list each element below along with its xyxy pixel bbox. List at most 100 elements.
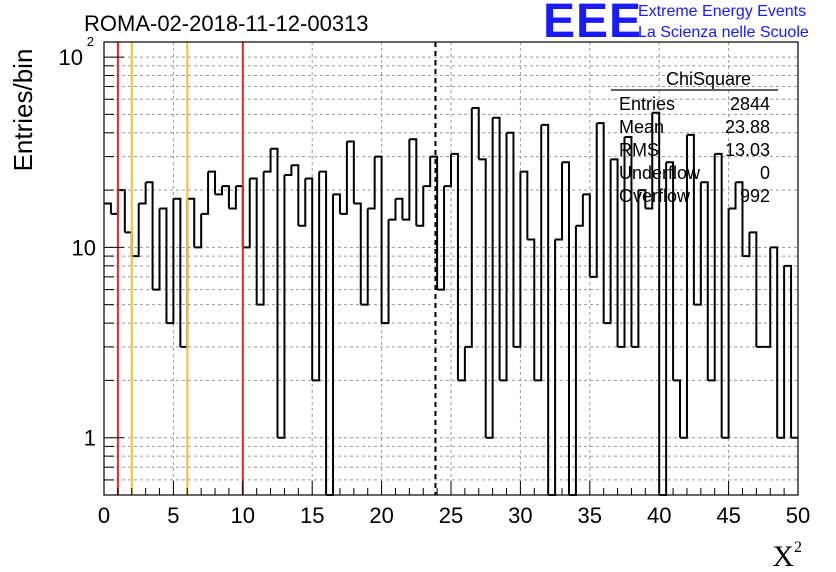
histogram-bin [624, 136, 633, 347]
histogram-bin [770, 246, 779, 438]
histogram-bin [395, 197, 404, 220]
stats-title: ChiSquare [666, 69, 751, 89]
histogram-bin [659, 162, 668, 496]
x-tick-label: 15 [300, 503, 324, 528]
histogram-bin [610, 158, 619, 347]
x-tick-label: 45 [716, 503, 740, 528]
histogram-bin [735, 181, 744, 257]
histogram-bin [291, 164, 300, 226]
histogram-bin [131, 203, 140, 258]
histogram-bin [339, 141, 348, 215]
histogram-bin [187, 197, 196, 248]
histogram-bin [173, 197, 182, 347]
histogram-bin [451, 152, 459, 381]
histogram-bin [589, 123, 598, 278]
x-tick-label: 30 [508, 503, 532, 528]
histogram-bin [326, 194, 335, 496]
histogram-bin [333, 193, 341, 214]
histogram-bin [381, 219, 390, 325]
histogram-bin [346, 140, 355, 204]
histogram-bin [228, 186, 237, 210]
histogram-bin [409, 138, 418, 226]
histogram-bin [603, 159, 612, 325]
x-tick-label: 10 [231, 503, 255, 528]
histogram-bin [215, 186, 223, 196]
histogram-bin [110, 190, 119, 215]
logo-line-extreme-energy-events: Extreme Energy Events [638, 3, 807, 20]
grid-lines [104, 42, 798, 495]
histogram-bin [596, 122, 605, 324]
histogram-bin [680, 134, 688, 439]
histogram-bin [145, 181, 154, 290]
histogram-bin [520, 170, 529, 240]
histogram-bin [416, 186, 425, 227]
histogram-bin [631, 190, 640, 348]
histogram-bin [256, 171, 265, 306]
histogram-bin [444, 153, 452, 188]
stats-value: 992 [740, 186, 770, 206]
y-tick-label: 1 [84, 426, 96, 451]
histogram-bin [527, 238, 536, 381]
stats-label: Overflow [619, 186, 691, 206]
histogram-bin [763, 247, 772, 348]
stats-label: Mean [619, 117, 664, 137]
histogram-bin [117, 189, 126, 233]
x-tick-label: 0 [98, 503, 110, 528]
histogram-bin [319, 170, 328, 495]
y-axis-label: Entries/bin [8, 49, 38, 172]
histogram-bin [367, 156, 376, 210]
histogram-bin [180, 198, 189, 348]
x-tick-label: 5 [167, 503, 179, 528]
histogram-bin [499, 132, 508, 382]
histogram-bin [374, 155, 383, 324]
histogram-bin [575, 194, 584, 227]
histogram-bin [541, 123, 550, 495]
histogram-bin [201, 171, 210, 215]
histogram-bin [784, 264, 793, 438]
histogram-bin [742, 232, 751, 258]
histogram-bin [513, 171, 522, 348]
histogram-bin [673, 379, 682, 438]
histogram-bin [728, 182, 737, 210]
stats-box: ChiSquare Entries 2844 Mean 23.88 RMS 13.03 Und… [611, 69, 778, 206]
histogram-bin [423, 156, 432, 188]
histogram-bin [638, 189, 647, 209]
histogram-bin [548, 239, 557, 496]
histogram-bin [645, 112, 654, 210]
histogram-bin [693, 182, 702, 306]
histogram-bin [562, 161, 570, 495]
y-tick-label-superscript: 2 [87, 34, 94, 49]
histogram-bin [437, 186, 446, 291]
histogram-bin [152, 208, 161, 291]
histogram-bin [582, 193, 591, 277]
histogram-bin [194, 213, 203, 249]
x-axis-label-superscript: 2 [794, 539, 802, 556]
x-tick-label: 25 [439, 503, 463, 528]
histogram-bin [353, 202, 362, 305]
stats-value: 2844 [730, 94, 770, 114]
histogram-bin [242, 178, 251, 249]
histogram-bin [617, 137, 626, 348]
histogram-bin [707, 153, 716, 382]
histogram-bin [221, 185, 230, 209]
histogram-bin [714, 152, 723, 438]
histogram-bin [464, 108, 473, 348]
histogram-bin [104, 202, 112, 214]
histogram-bin [430, 155, 439, 290]
histogram-bin [208, 170, 217, 195]
y-tick-label: 10 [72, 235, 96, 260]
histogram-bin [284, 165, 293, 177]
x-tick-label: 20 [369, 503, 393, 528]
stats-label: Entries [619, 94, 675, 114]
x-tick-label: 35 [578, 503, 602, 528]
x-axis-label: X2 [772, 539, 802, 572]
chart-title: ROMA-02-2018-11-12-00313 [84, 11, 369, 36]
histogram-bin [686, 133, 695, 305]
histogram-bars [104, 107, 798, 496]
histogram-bin [777, 265, 786, 439]
histogram-bin [312, 171, 321, 382]
stats-label: Underflow [619, 163, 701, 183]
x-tick-label: 50 [786, 503, 810, 528]
histogram-bin [485, 117, 494, 439]
